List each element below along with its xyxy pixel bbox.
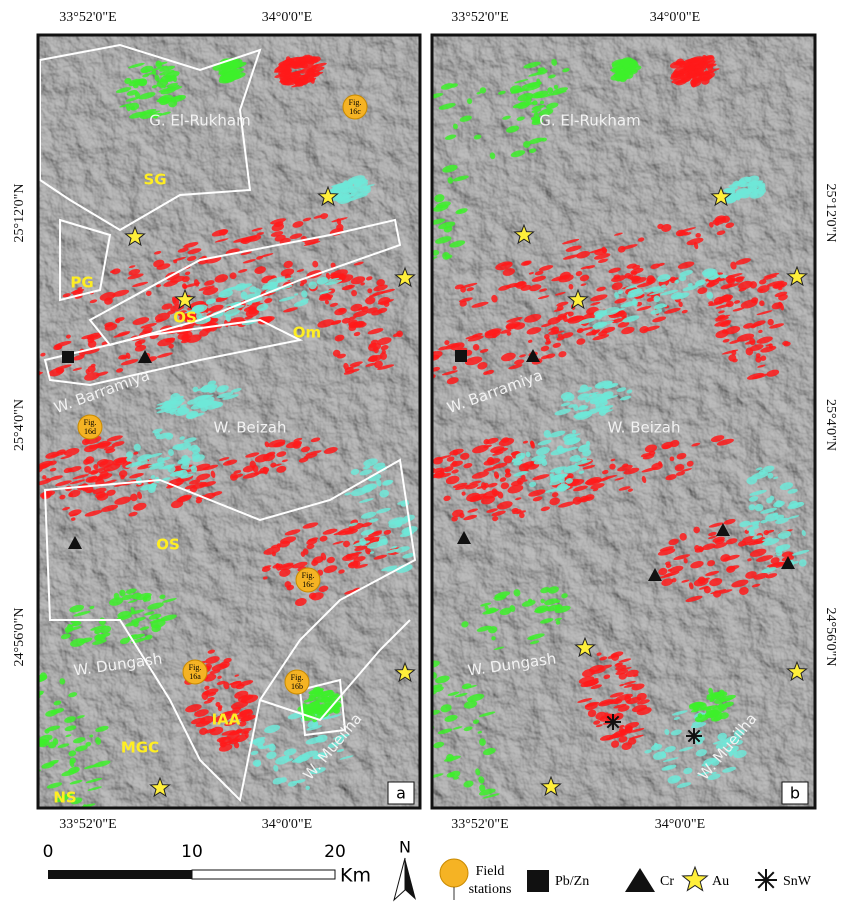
lon-label: 33°52'0"E [59, 10, 116, 25]
panel-label: a [396, 784, 406, 803]
map-figure: a b 33°52'0"E 34°0'0"E 33°52'0"E 34°0'0"… [0, 0, 845, 908]
lat-label: 25°4'0"N [823, 399, 838, 451]
station-label: 16b [291, 682, 303, 691]
legend-label: Cr [660, 874, 674, 889]
place-name: OS [156, 536, 180, 554]
au-symbol [683, 867, 708, 891]
lon-label: 34°0'0"E [650, 10, 700, 25]
lon-label: 33°52'0"E [59, 817, 116, 832]
alteration-patch [423, 351, 429, 355]
scale-tick: 20 [324, 842, 346, 862]
station-label: Fig. [349, 98, 362, 107]
legend-cr-icon [625, 868, 655, 892]
scale-tick: 10 [181, 842, 203, 862]
scale-segment [48, 870, 192, 879]
scale-tick: 0 [43, 842, 54, 862]
pbzn-symbol [62, 351, 74, 363]
legend-label: Field [476, 864, 505, 879]
panel-b [375, 35, 815, 808]
lon-label: 34°0'0"E [262, 10, 312, 25]
lon-label: 33°52'0"E [451, 10, 508, 25]
legend-label: stations [469, 882, 512, 897]
alteration-patch [26, 695, 36, 702]
legend-au-icon [683, 867, 708, 891]
legend-station-icon [440, 859, 468, 887]
legend: Field stations Pb/Zn Cr Au SnW [440, 859, 812, 900]
place-name: PG [70, 274, 93, 292]
station-label: 16d [84, 427, 96, 436]
place-name: W. Beizah [214, 419, 287, 437]
legend-snw-icon [755, 869, 777, 891]
scale-segment [192, 870, 335, 879]
legend-pbzn-icon [527, 870, 549, 892]
scale-unit: Km [340, 865, 371, 887]
lat-label: 24°56'0"N [12, 608, 27, 667]
alteration-patch [23, 716, 39, 724]
lat-label: 24°56'0"N [823, 608, 838, 667]
legend-label: Au [712, 874, 729, 889]
alteration-patch [423, 753, 432, 760]
station-label: 16a [189, 672, 201, 681]
station-label: Fig. [302, 571, 315, 580]
lon-label: 34°0'0"E [655, 817, 705, 832]
station-label: 16c [302, 580, 314, 589]
place-name: SG [143, 171, 166, 189]
station-label: 16c [349, 107, 361, 116]
station-label: Fig. [291, 673, 304, 682]
lat-label: 25°12'0"N [823, 184, 838, 243]
legend-label: Pb/Zn [555, 874, 589, 889]
place-name: G. El-Rukham [149, 112, 250, 130]
scale-bar: 0 10 20 Km [43, 842, 371, 887]
panel-label: b [790, 784, 800, 803]
arrow-half [394, 858, 405, 900]
pbzn-symbol [455, 350, 467, 362]
north-label: N [399, 838, 411, 857]
legend-label: SnW [783, 874, 812, 889]
alteration-patch [29, 742, 34, 746]
place-name: IAA [212, 711, 241, 729]
arrow-half [405, 858, 416, 900]
lon-label: 34°0'0"E [262, 817, 312, 832]
lon-label: 33°52'0"E [451, 817, 508, 832]
place-name: W. Beizah [608, 419, 681, 437]
place-name: MGC [121, 739, 159, 757]
station-label: Fig. [84, 418, 97, 427]
alteration-patch [425, 774, 431, 778]
place-name: G. El-Rukham [539, 112, 640, 130]
lat-label: 25°4'0"N [12, 399, 27, 451]
place-name: Om [293, 324, 321, 342]
station-label: Fig. [189, 663, 202, 672]
lat-label: 25°12'0"N [12, 184, 27, 243]
place-name: OS [173, 309, 197, 327]
alteration-patch [29, 472, 36, 479]
north-arrow: N [394, 838, 416, 901]
place-name: NS [53, 789, 76, 807]
